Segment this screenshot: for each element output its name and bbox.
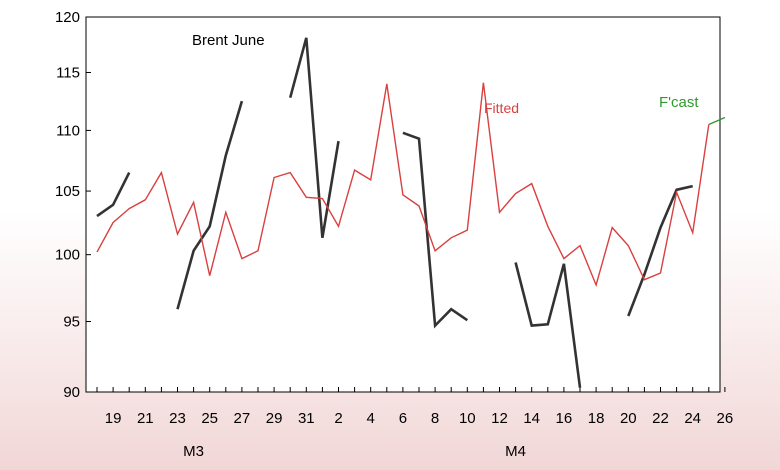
annotation-fitted: Fitted (484, 100, 519, 116)
x-tick-label: 24 (684, 410, 701, 427)
annotation-brent: Brent June (192, 32, 265, 49)
y-tick-label: 95 (63, 314, 80, 331)
y-tick-label: 100 (55, 247, 80, 264)
x-tick-label: 4 (367, 410, 375, 427)
x-tick-label: 8 (431, 410, 439, 427)
x-tick-label: 21 (137, 410, 154, 427)
x-tick-label: 19 (105, 410, 122, 427)
x-tick-label: 12 (491, 410, 508, 427)
plot-frame (85, 16, 721, 393)
series-brent-june-segment (514, 262, 582, 388)
x-tick-label: 27 (234, 410, 251, 427)
x-tick-label: 26 (717, 410, 734, 427)
y-tick-label: 90 (63, 384, 80, 401)
x-tick-label: 2 (334, 410, 342, 427)
y-tick-label: 115 (56, 64, 80, 81)
y-tick-label: 120 (55, 9, 80, 26)
series-brent-june-segment (96, 172, 131, 218)
x-tick-label: 20 (620, 410, 637, 427)
series-brent-june-segment (627, 184, 693, 317)
series-forecast (708, 116, 726, 126)
series-layer (96, 37, 726, 388)
x-tick-label: 23 (169, 410, 186, 427)
series-brent-june-segment (176, 100, 244, 310)
series-fitted-segment (96, 82, 710, 288)
x-tick-label: 29 (266, 410, 283, 427)
series-forecast-segment (708, 116, 726, 126)
y-tick-label: 105 (55, 183, 80, 200)
x-tick-label: 22 (652, 410, 669, 427)
x-tick-label: 14 (523, 410, 540, 427)
series-brent-june (96, 37, 693, 388)
x-tick-label: 25 (201, 410, 218, 427)
x-tick-label: 6 (399, 410, 407, 427)
series-brent-june-segment (288, 37, 340, 239)
annotation-forecast: F'cast (659, 94, 699, 111)
series-brent-june-segment (402, 131, 469, 329)
month-label: M4 (505, 443, 526, 460)
y-axis: 120 115 110 105 100 95 90 (55, 9, 91, 401)
x-tick-label: 18 (588, 410, 605, 427)
series-fitted (96, 82, 710, 288)
y-tick-label: 110 (56, 122, 80, 139)
x-tick-label: 16 (556, 410, 573, 427)
x-tick-label: 10 (459, 410, 476, 427)
month-label: M3 (183, 443, 204, 460)
x-tick-label: 31 (298, 410, 315, 427)
